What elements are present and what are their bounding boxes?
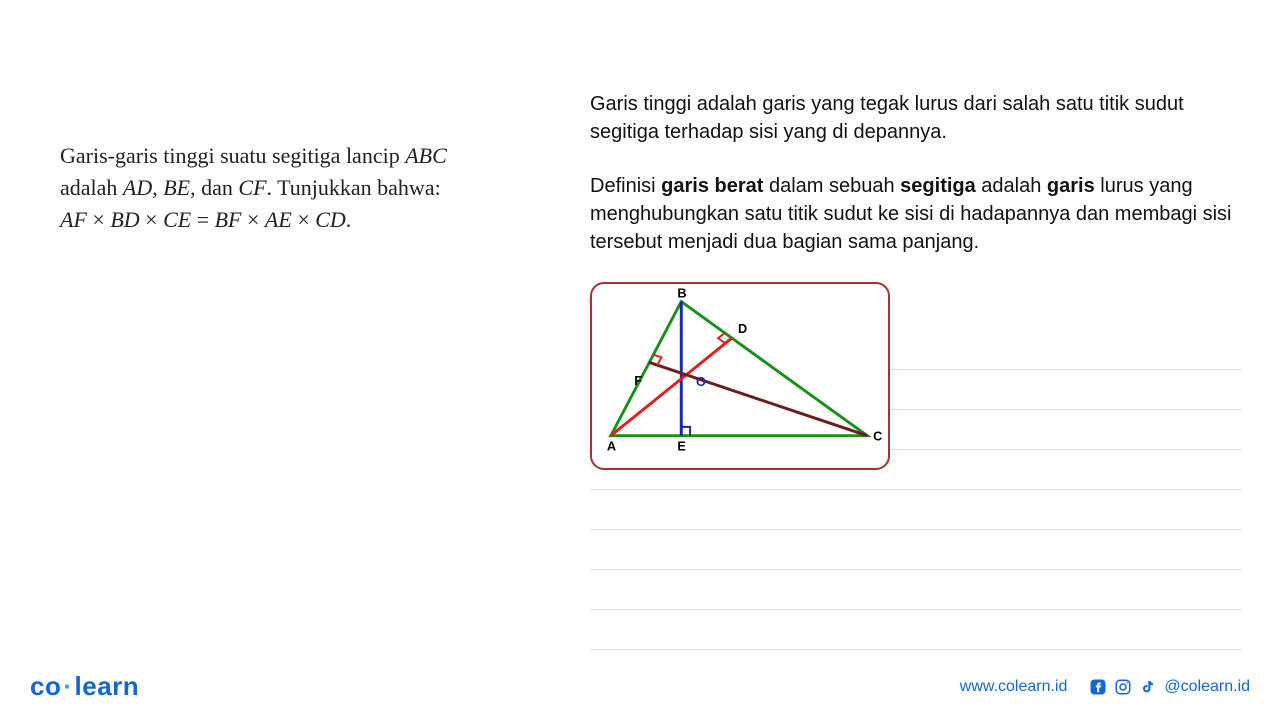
eq-ce: CE (163, 207, 191, 232)
right-angle-d (718, 333, 725, 344)
para2-mid1: dalam sebuah (763, 175, 900, 197)
label-o: O (696, 374, 706, 389)
eq-x4: × (292, 207, 315, 232)
tiktok-icon (1139, 678, 1157, 696)
explanation-para2: Definisi garis berat dalam sebuah segiti… (590, 172, 1250, 256)
eq-x3: × (242, 207, 265, 232)
explanation-column: Garis tinggi adalah garis yang tegak lur… (590, 40, 1250, 470)
para2-mid2: adalah (976, 175, 1047, 197)
explanation-para1: Garis tinggi adalah garis yang tegak lur… (590, 90, 1250, 146)
eq-x1: × (87, 207, 110, 232)
logo-learn: learn (75, 671, 140, 701)
triangle-diagram: A B C D E F O (590, 282, 890, 470)
problem-sep1: , (152, 175, 163, 200)
eq-eq: = (191, 207, 214, 232)
ruled-line (590, 530, 1242, 570)
eq-af: AF (60, 207, 87, 232)
footer-right: www.colearn.id @colearn.id (960, 678, 1250, 696)
eq-bd: BD (110, 207, 139, 232)
para2-b3: garis (1047, 175, 1095, 197)
para2-b1: garis berat (661, 175, 763, 197)
instagram-icon (1114, 678, 1132, 696)
ruled-line (590, 490, 1242, 530)
eq-cd: CD (315, 207, 346, 232)
logo-dot: · (63, 671, 72, 701)
ruled-line (590, 570, 1242, 610)
problem-sep2: , dan (190, 175, 238, 200)
para2-pre: Definisi (590, 175, 661, 197)
logo-co: co (30, 671, 61, 701)
problem-be: BE (163, 175, 190, 200)
ruled-line (590, 610, 1242, 650)
eq-bf: BF (215, 207, 242, 232)
eq-period: . (346, 207, 352, 232)
label-d: D (738, 321, 747, 336)
footer-handle: @colearn.id (1164, 678, 1250, 696)
label-e: E (677, 438, 685, 453)
problem-line2-pre: adalah (60, 175, 123, 200)
problem-column: Garis-garis tinggi suatu segitiga lancip… (60, 40, 550, 470)
label-c: C (873, 429, 882, 444)
problem-line1-pre: Garis-garis tinggi suatu segitiga lancip (60, 143, 405, 168)
footer: co·learn www.colearn.id @colearn.id (0, 671, 1280, 702)
problem-abc: ABC (405, 143, 447, 168)
label-f: F (634, 373, 642, 388)
footer-url: www.colearn.id (960, 678, 1068, 696)
facebook-icon (1089, 678, 1107, 696)
eq-ae: AE (265, 207, 292, 232)
eq-x2: × (140, 207, 163, 232)
diagram-svg: A B C D E F O (592, 284, 888, 468)
colearn-logo: co·learn (30, 671, 139, 702)
label-b: B (677, 286, 686, 301)
para2-b2: segitiga (900, 175, 976, 197)
altitude-ad (611, 338, 732, 436)
problem-line2-post: . Tunjukkan bahwa: (267, 175, 441, 200)
label-a: A (607, 438, 616, 453)
problem-text: Garis-garis tinggi suatu segitiga lancip… (60, 140, 550, 236)
problem-ad: AD (123, 175, 152, 200)
problem-cf: CF (238, 175, 266, 200)
social-icons: @colearn.id (1089, 678, 1250, 696)
